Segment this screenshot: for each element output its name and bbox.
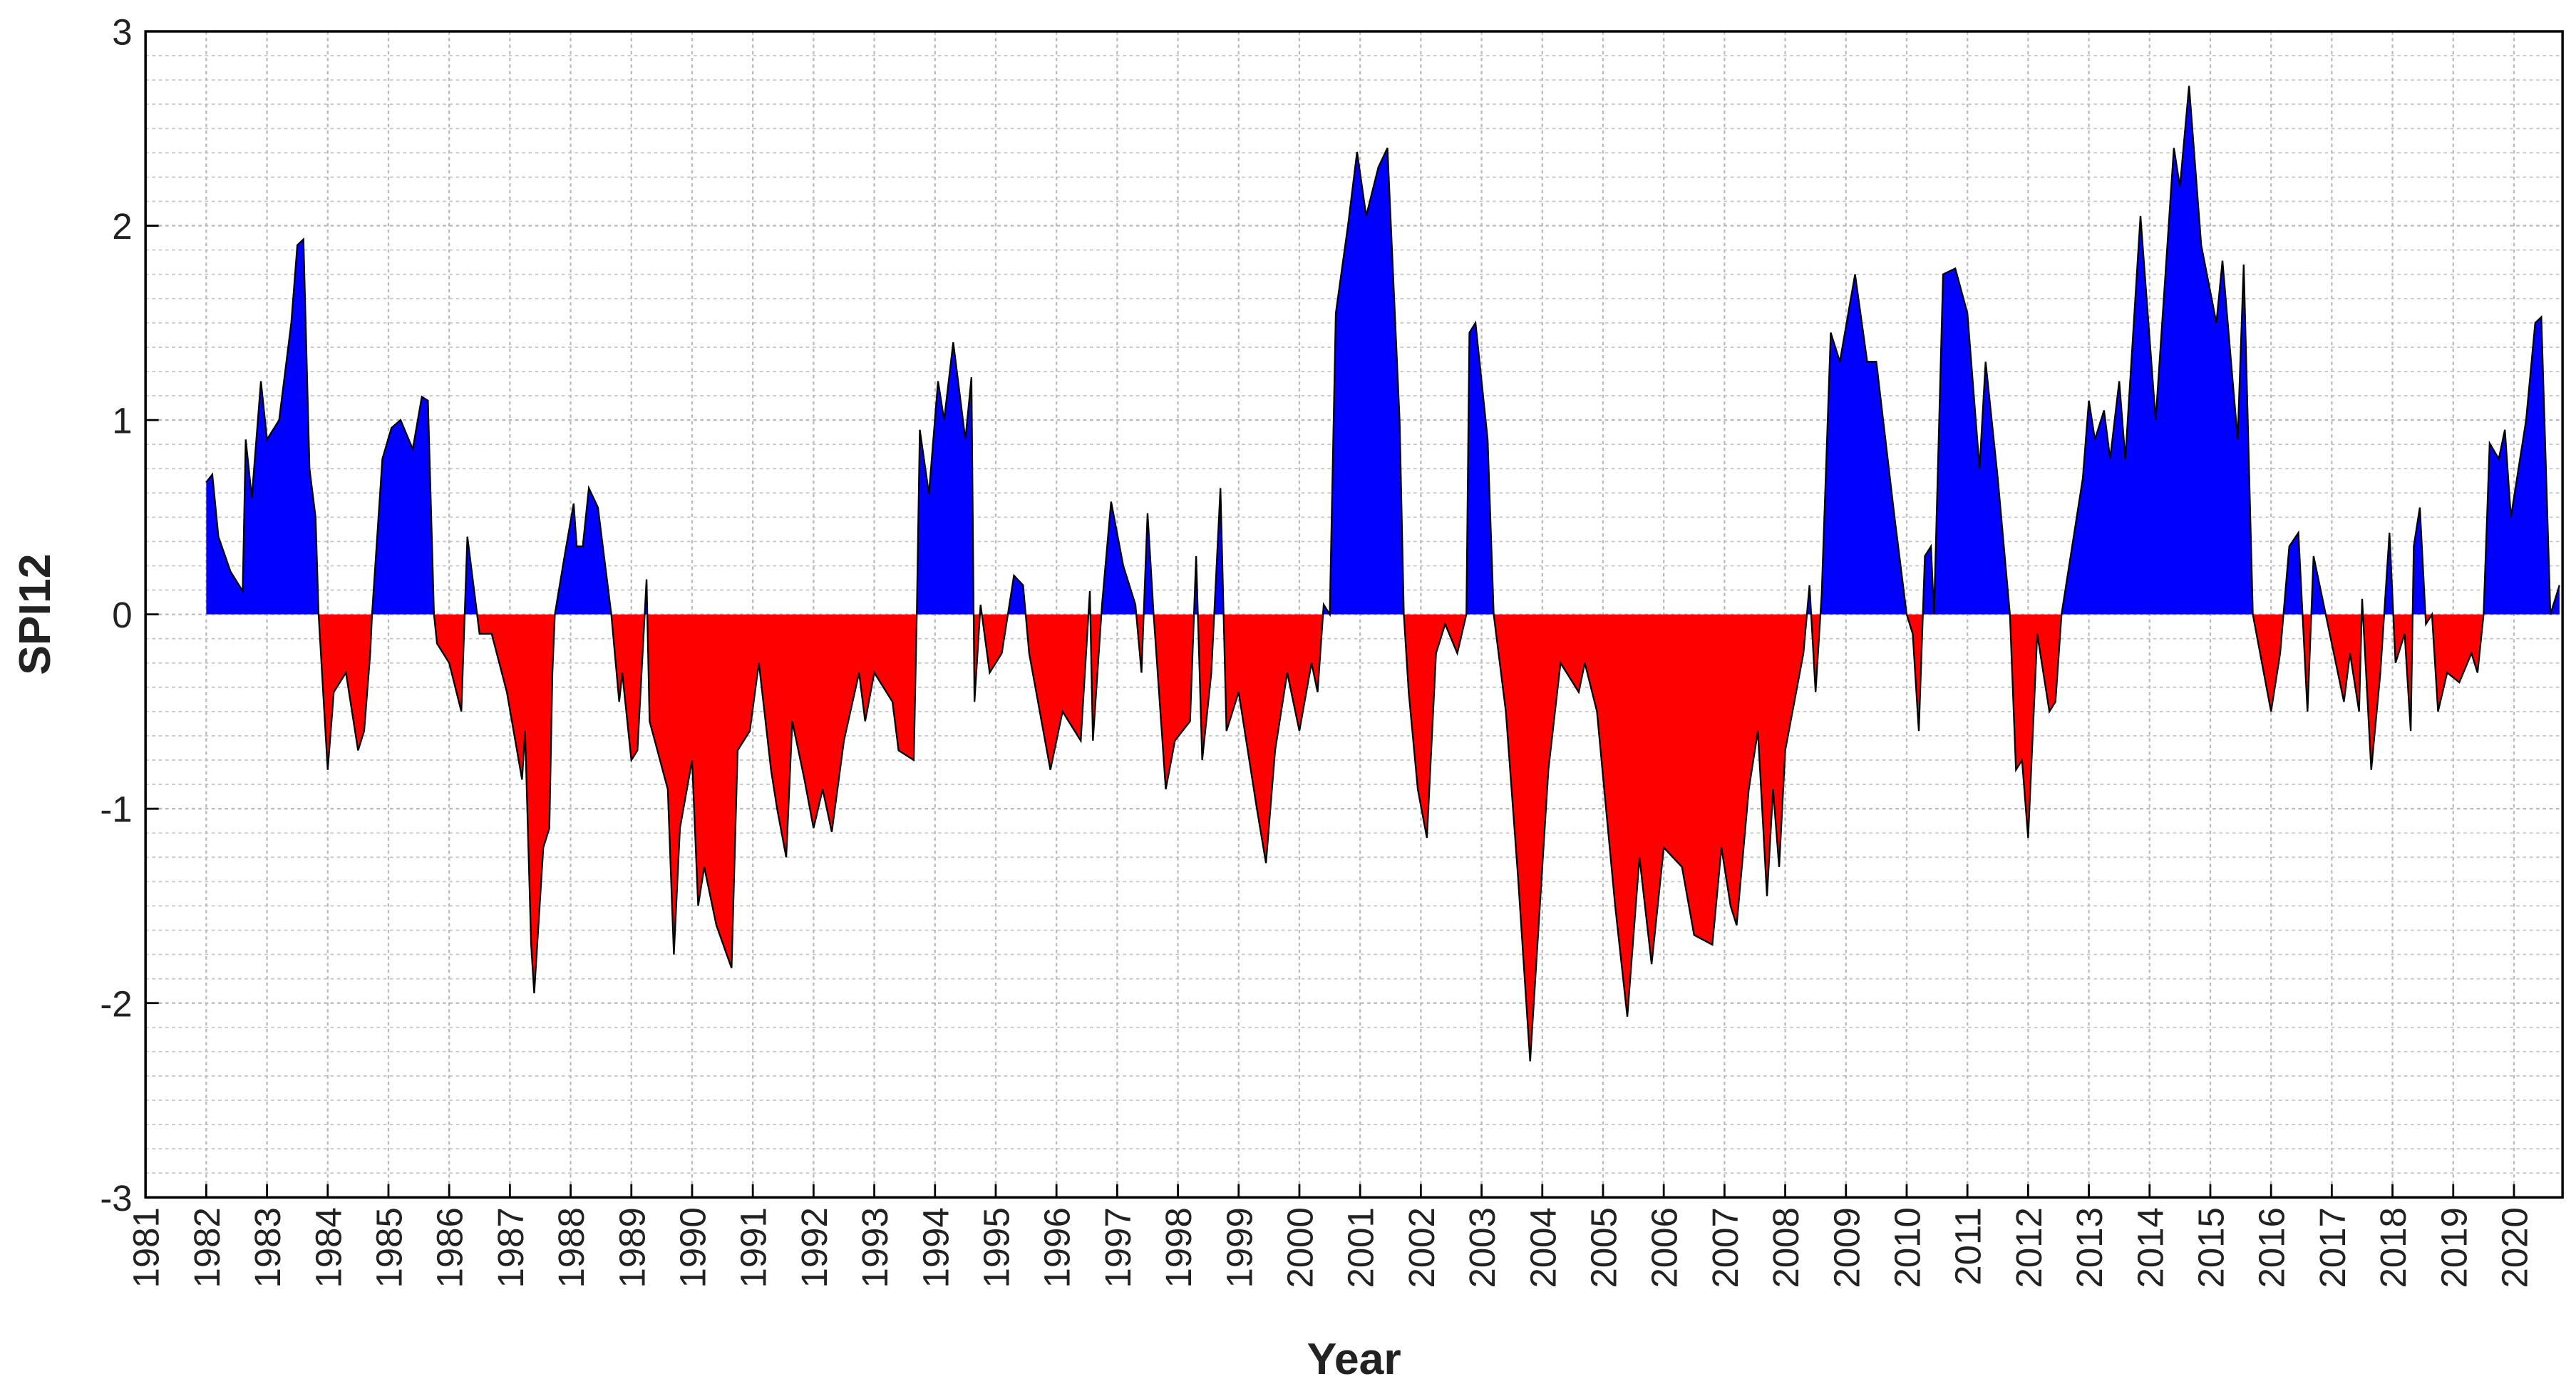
x-tick-label: 1994 (915, 1207, 956, 1288)
x-tick-label: 2020 (2494, 1207, 2535, 1288)
x-tick-label: 2007 (1705, 1207, 1746, 1288)
x-tick-label: 2006 (1644, 1207, 1685, 1288)
x-tick-label: 1996 (1037, 1207, 1078, 1288)
y-tick-label: 0 (112, 595, 132, 635)
x-tick-label: 1997 (1098, 1207, 1138, 1288)
y-tick-label: 1 (112, 401, 132, 441)
x-tick-label: 1993 (855, 1207, 895, 1288)
x-tick-label: 1986 (430, 1207, 470, 1288)
x-tick-label: 2002 (1401, 1207, 1442, 1288)
x-tick-label: 1981 (126, 1207, 167, 1288)
y-tick-label: -3 (100, 1178, 132, 1219)
x-tick-label: 1982 (187, 1207, 227, 1288)
marks (205, 86, 2560, 1062)
x-tick-label: 1989 (612, 1207, 652, 1288)
spi-line (205, 86, 2560, 1062)
x-tick-label: 2013 (2069, 1207, 2110, 1288)
x-tick-label: 1990 (672, 1207, 713, 1288)
x-tick-label: 2016 (2252, 1207, 2292, 1288)
x-tick-label: 2001 (1341, 1207, 1381, 1288)
y-tick-label: -1 (100, 789, 132, 830)
x-tick-label: 2005 (1583, 1207, 1624, 1288)
x-tick-label: 2015 (2190, 1207, 2231, 1288)
y-tick-label: -2 (100, 983, 132, 1024)
x-tick-label: 1999 (1219, 1207, 1259, 1288)
x-tick-label: 1992 (794, 1207, 835, 1288)
x-tick-label: 1998 (1158, 1207, 1199, 1288)
x-tick-label: 2004 (1523, 1207, 1563, 1288)
x-tick-label: 2010 (1887, 1207, 1927, 1288)
x-tick-label: 2008 (1766, 1207, 1806, 1288)
x-tick-label: 1984 (308, 1207, 349, 1288)
x-tick-label: 1987 (490, 1207, 531, 1288)
y-tick-label: 2 (112, 206, 132, 247)
x-tick-label: 2000 (1279, 1207, 1320, 1288)
x-tick-label: 2011 (1948, 1207, 1989, 1286)
x-tick-label: 1983 (247, 1207, 288, 1288)
x-tick-label: 2009 (1826, 1207, 1867, 1288)
x-tick-label: 1985 (369, 1207, 409, 1288)
x-tick-label: 1995 (976, 1207, 1016, 1288)
y-axis-label: SPI12 (10, 553, 60, 675)
x-axis-label: Year (1307, 1334, 1401, 1384)
x-tick-label: 2018 (2373, 1207, 2413, 1288)
negative-area (206, 614, 2560, 1062)
positive-area (206, 86, 2560, 615)
x-tick-label: 1991 (733, 1207, 774, 1288)
x-tick-label: 2003 (1462, 1207, 1503, 1288)
x-tick-label: 1988 (551, 1207, 592, 1288)
x-tick-label: 2014 (2130, 1207, 2170, 1288)
ticks: -3 -2 -1 0 1 2 3 1981 1982 1983 1984 1985 1986 1987 19… (100, 12, 2535, 1288)
y-tick-label: 3 (112, 12, 132, 53)
x-tick-label: 2012 (2009, 1207, 2049, 1288)
x-tick-label: 2017 (2312, 1207, 2353, 1288)
x-tick-label: 2019 (2433, 1207, 2474, 1288)
